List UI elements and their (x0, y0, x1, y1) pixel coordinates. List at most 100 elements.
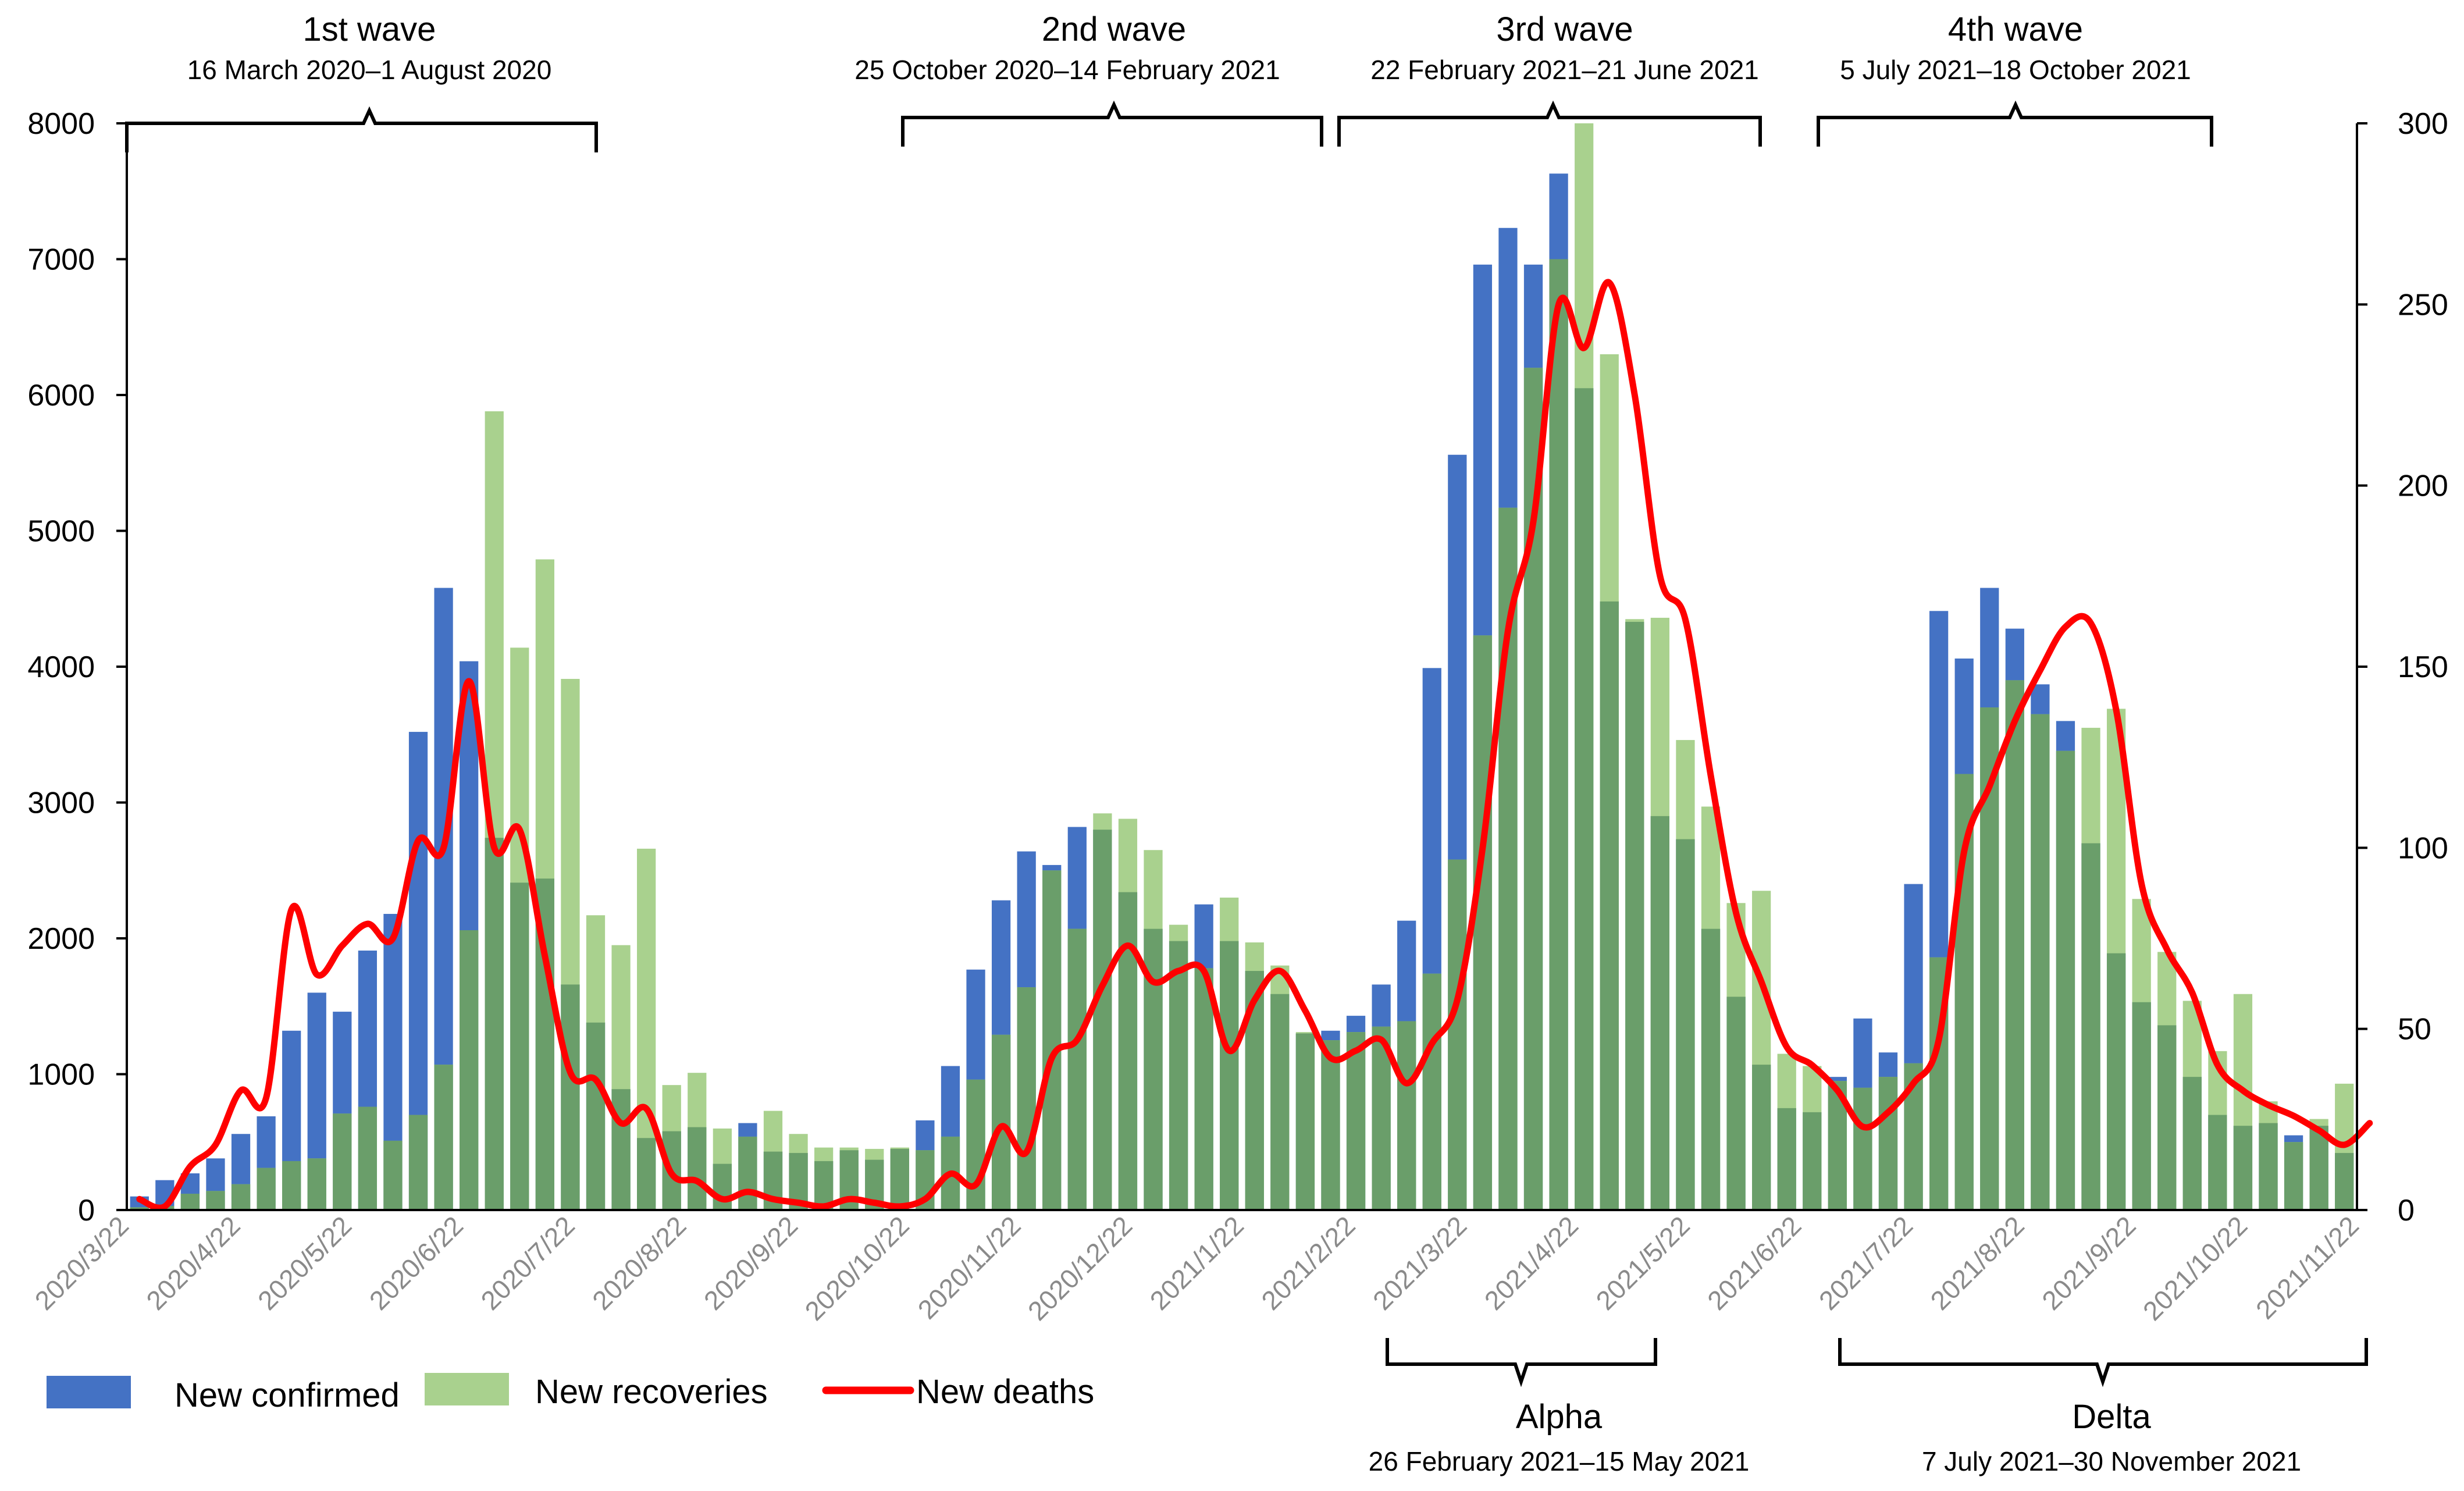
legend-item-deaths[interactable]: New deaths (822, 1373, 1094, 1411)
bar-overlap (1346, 1032, 1366, 1210)
bar-overlap (2056, 750, 2075, 1210)
bar-overlap (2157, 1025, 2177, 1210)
bar-overlap (1067, 928, 1087, 1210)
wave-4-bracket (1817, 100, 2213, 147)
bar-overlap (383, 1140, 403, 1210)
right-tick-labels: 0 50 100 150 200 250 300 (2357, 107, 2448, 1227)
bar-overlap (333, 1113, 352, 1210)
bar-overlap (586, 1022, 606, 1210)
wave-2-range: 25 October 2020–14 February 2021 (854, 55, 1280, 85)
bars-layer (130, 123, 2354, 1211)
left-tick-label: 3000 (27, 787, 95, 820)
right-tick-label: 50 (2398, 1013, 2431, 1047)
bar-overlap (1321, 1040, 1340, 1210)
bar-overlap (1397, 1021, 1416, 1210)
bar-overlap (2106, 953, 2126, 1210)
wave-2: 2nd wave 25 October 2020–14 February 202… (854, 10, 1323, 147)
bar-overlap (1270, 994, 1290, 1210)
wave-4: 4th wave 5 July 2021–18 October 2021 (1817, 10, 2213, 147)
wave-1-title: 1st wave (303, 10, 436, 48)
left-tick-label: 5000 (27, 515, 95, 549)
delta-bracket (1838, 1338, 2368, 1387)
bar-overlap (2081, 843, 2100, 1210)
legend-item-confirmed[interactable]: New confirmed (47, 1376, 400, 1414)
bar-overlap (1194, 968, 1213, 1210)
bar-overlap (358, 1106, 378, 1210)
wave-3-title: 3rd wave (1496, 10, 1633, 48)
wave-4-range: 5 July 2021–18 October 2021 (1840, 55, 2191, 85)
bar-overlap (231, 1184, 251, 1210)
legend-label-deaths: New deaths (916, 1373, 1094, 1411)
wave-4-title: 4th wave (1948, 10, 2083, 48)
bar-overlap (1803, 1112, 1822, 1210)
variant-alpha: Alpha 26 February 2021–15 May 2021 (1369, 1338, 1750, 1476)
bar-overlap (738, 1136, 757, 1210)
right-tick-label: 100 (2398, 831, 2448, 865)
bar-overlap (1017, 987, 1036, 1210)
left-tick-label: 2000 (27, 922, 95, 956)
left-tick-label: 0 (78, 1194, 95, 1227)
bar-overlap (561, 984, 580, 1210)
variant-annotations: Alpha 26 February 2021–15 May 2021 Delta… (1369, 1338, 2368, 1476)
bar-overlap (2182, 1077, 2202, 1210)
variant-delta: Delta 7 July 2021–30 November 2021 (1838, 1338, 2368, 1476)
deaths-line (136, 279, 2373, 1211)
bar-overlap (510, 882, 529, 1210)
bar-overlap (1042, 870, 1062, 1210)
legend: New confirmed New recoveries New deaths (47, 1373, 1094, 1414)
bar-overlap (1295, 1033, 1315, 1210)
bar-overlap (1448, 859, 1467, 1210)
wave-2-bracket (901, 100, 1323, 147)
bar-overlap (1676, 839, 1695, 1210)
bar-overlap (1600, 601, 1619, 1210)
left-tick-label: 8000 (27, 107, 95, 141)
bar-overlap (2005, 680, 2024, 1210)
deaths-layer (136, 279, 2373, 1211)
bar-overlap (1726, 997, 1746, 1210)
bar-overlap (180, 1193, 200, 1210)
bar-overlap (966, 1079, 985, 1210)
bar-overlap (890, 1148, 909, 1210)
bar-overlap (2233, 1126, 2253, 1210)
left-tick-label: 7000 (27, 243, 95, 277)
bar-overlap (1777, 1108, 1796, 1210)
delta-title: Delta (2072, 1398, 2151, 1436)
bar-overlap (688, 1127, 707, 1210)
alpha-range: 26 February 2021–15 May 2021 (1369, 1446, 1750, 1476)
bar-overlap (1372, 1026, 1391, 1210)
bar-overlap (1752, 1065, 1771, 1210)
bar-overlap (282, 1161, 301, 1210)
bar-overlap (307, 1158, 326, 1210)
legend-item-recoveries[interactable]: New recoveries (425, 1373, 768, 1411)
right-tick-label: 300 (2398, 107, 2448, 141)
bar-overlap (2031, 714, 2050, 1210)
bar-overlap (2259, 1123, 2278, 1210)
bar-overlap (130, 1207, 149, 1210)
left-tick-label: 4000 (27, 650, 95, 684)
bar-overlap (2309, 1126, 2328, 1210)
bar-overlap (1169, 941, 1188, 1210)
left-tick-label: 6000 (27, 379, 95, 412)
alpha-title: Alpha (1516, 1398, 1603, 1436)
wave-3-range: 22 February 2021–21 June 2021 (1370, 55, 1759, 85)
bar-overlap (2335, 1152, 2354, 1210)
wave-1-range: 16 March 2020–1 August 2020 (187, 55, 552, 85)
bar-overlap (991, 1034, 1011, 1210)
delta-range: 7 July 2021–30 November 2021 (1922, 1446, 2301, 1476)
left-tick-labels: 0 1000 2000 3000 4000 5000 6000 7000 8000 (27, 107, 127, 1227)
bar-overlap (1549, 259, 1568, 1210)
bar-overlap (408, 1115, 428, 1210)
bar-overlap (1093, 830, 1112, 1210)
bar-overlap (1575, 388, 1594, 1211)
wave-1-bracket (125, 106, 598, 152)
legend-label-confirmed: New confirmed (175, 1376, 400, 1414)
bar-overlap (485, 838, 504, 1210)
bar-overlap (206, 1191, 225, 1210)
bar-overlap (1220, 941, 1239, 1210)
legend-swatch-recoveries (425, 1373, 509, 1405)
bar-overlap (1853, 1087, 1872, 1210)
left-tick-label: 1000 (27, 1058, 95, 1092)
bar-overlap (434, 1065, 453, 1210)
wave-1: 1st wave 16 March 2020–1 August 2020 (125, 10, 598, 152)
